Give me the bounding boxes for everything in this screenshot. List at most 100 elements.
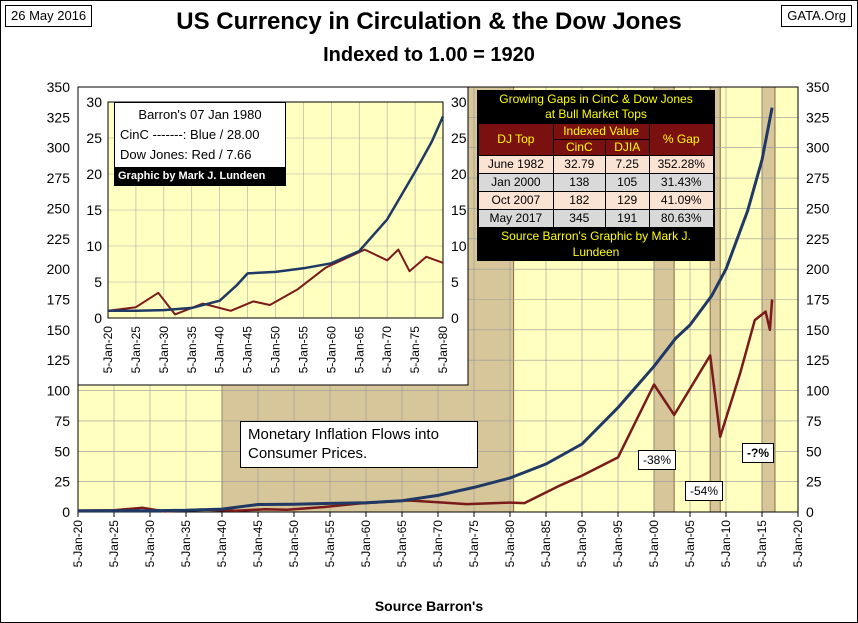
gap-table-footer: Source Barron's Graphic by Mark J. Lunde… [478,228,714,260]
inset-series-line-cinc [108,115,445,313]
col-header-djtop: DJ Top [478,123,554,156]
table-row: Jan 2000 138 105 31.43% [478,173,715,192]
gap-table: Growing Gaps in CinC & Dow Jones at Bull… [477,90,715,261]
y-tick-label-left: 300 [47,140,71,156]
gap-table-title: Growing Gaps in CinC & Dow Jones at Bull… [478,91,714,123]
inset-x-tick-label: 5-Jan-80 [436,326,450,374]
x-tick-label: 5-Jan-15 [755,520,769,568]
cell-gap: 31.43% [648,173,715,192]
x-tick-label: 5-Jan-40 [215,520,229,568]
inset-y-tick-left: 15 [86,202,102,218]
x-tick-label: 5-Jan-80 [503,520,517,568]
cell-top: June 1982 [478,155,554,174]
cell-djia: 105 [604,173,650,192]
cell-gap: 352.28% [648,155,715,174]
x-tick-label: 5-Jan-45 [251,520,265,568]
x-tick-label: 5-Jan-90 [575,520,589,568]
inset-y-tick-right: 30 [451,94,467,110]
x-tick-label: 5-Jan-65 [395,520,409,568]
inset-x-tick-label: 5-Jan-35 [185,326,199,374]
y-tick-label-right: 275 [806,170,830,186]
chart-subtitle: Indexed to 1.00 = 1920 [323,44,535,66]
inset-y-tick-right: 5 [451,274,459,290]
date-label: 26 May 2016 [5,5,93,27]
y-tick-label-left: 150 [47,322,71,338]
inset-y-tick-left: 20 [86,166,102,182]
drop-annotation-2000: -38% [638,450,677,470]
x-axis-title: Source Barron's [374,598,484,614]
cell-gap: 41.09% [648,191,715,210]
inset-y-tick-right: 0 [451,310,459,326]
inset-y-tick-left: 25 [86,130,102,146]
y-tick-label-right: 325 [806,109,830,125]
cell-djia: 7.25 [604,155,650,174]
gap-table-title-line1: Growing Gaps in CinC & Dow Jones [499,92,693,106]
cell-top: Jan 2000 [478,173,554,192]
gap-table-title-line2: at Bull Market Tops [545,107,647,121]
inset-x-tick-label: 5-Jan-65 [352,326,366,374]
inset-x-tick-label: 5-Jan-20 [101,326,115,374]
table-row: June 1982 32.79 7.25 352.28% [478,155,715,174]
gap-table-grid: DJ Top Indexed Value % Gap CinC DJIA Jun… [478,123,715,228]
inset-x-tick-label: 5-Jan-30 [157,326,171,374]
cell-top: Oct 2007 [478,191,554,210]
inset-y-tick-left: 5 [94,274,102,290]
inset-series-line-dow-jones [107,248,444,316]
inset-y-tick-left: 0 [94,310,102,326]
y-tick-label-right: 25 [806,474,822,490]
col-header-indexed: Indexed Value [552,123,650,140]
y-tick-label-right: 150 [806,322,830,338]
y-tick-label-right: 125 [806,352,830,368]
x-tick-label: 5-Jan-00 [647,520,661,568]
y-tick-label-left: 225 [47,231,71,247]
y-tick-label-right: 175 [806,292,830,308]
inset-y-tick-right: 10 [451,238,467,254]
y-tick-label-right: 0 [806,504,814,520]
y-tick-label-left: 200 [47,261,71,277]
y-tick-label-right: 300 [806,140,830,156]
y-tick-label-right: 100 [806,383,830,399]
inset-y-tick-right: 15 [451,202,467,218]
y-tick-label-left: 350 [47,79,71,95]
inset-dj-line: Dow Jones: Red / 7.66 [120,147,252,162]
x-tick-label: 5-Jan-35 [179,520,193,568]
y-tick-label-left: 275 [47,170,71,186]
inset-y-tick-left: 10 [86,238,102,254]
x-tick-label: 5-Jan-20 [791,520,805,568]
table-row: May 2017 345 191 80.63% [478,209,715,228]
table-row: Oct 2007 182 129 41.09% [478,191,715,210]
col-header-djia: DJIA [604,139,650,156]
y-tick-label-right: 225 [806,231,830,247]
y-tick-label-right: 200 [806,261,830,277]
inset-legend: Barron's 07 Jan 1980 CinC -------: Blue … [114,102,286,186]
inflation-annotation: Monetary Inflation Flows into Consumer P… [240,421,478,468]
x-tick-label: 5-Jan-05 [683,520,697,568]
inset-x-tick-label: 5-Jan-50 [269,326,283,374]
y-tick-label-left: 100 [47,383,71,399]
inset-x-tick-label: 5-Jan-40 [213,326,227,374]
x-tick-label: 5-Jan-30 [143,520,157,568]
drop-annotation-2016: -?% [742,443,774,463]
inset-x-tick-label: 5-Jan-60 [324,326,338,374]
cell-djia: 191 [604,209,650,228]
x-tick-label: 5-Jan-50 [287,520,301,568]
inset-x-tick-label: 5-Jan-55 [296,326,310,374]
inset-credit: Graphic by Mark J. Lundeen [115,167,285,185]
inset-y-tick-left: 30 [86,94,102,110]
inset-cinc-line: CinC -------: Blue / 28.00 [120,127,260,142]
col-header-cinc: CinC [552,139,606,156]
inset-y-tick-right: 20 [451,166,467,182]
y-tick-label-right: 75 [806,413,822,429]
cell-cinc: 345 [552,209,606,228]
x-tick-label: 5-Jan-70 [431,520,445,568]
x-tick-label: 5-Jan-25 [107,520,121,568]
x-tick-label: 5-Jan-20 [71,520,85,568]
col-header-gap: % Gap [648,123,715,156]
y-tick-label-left: 25 [54,474,70,490]
x-tick-label: 5-Jan-60 [359,520,373,568]
y-tick-label-left: 325 [47,109,71,125]
inset-x-tick-label: 5-Jan-45 [241,326,255,374]
cell-top: May 2017 [478,209,554,228]
y-tick-label-left: 75 [54,413,70,429]
